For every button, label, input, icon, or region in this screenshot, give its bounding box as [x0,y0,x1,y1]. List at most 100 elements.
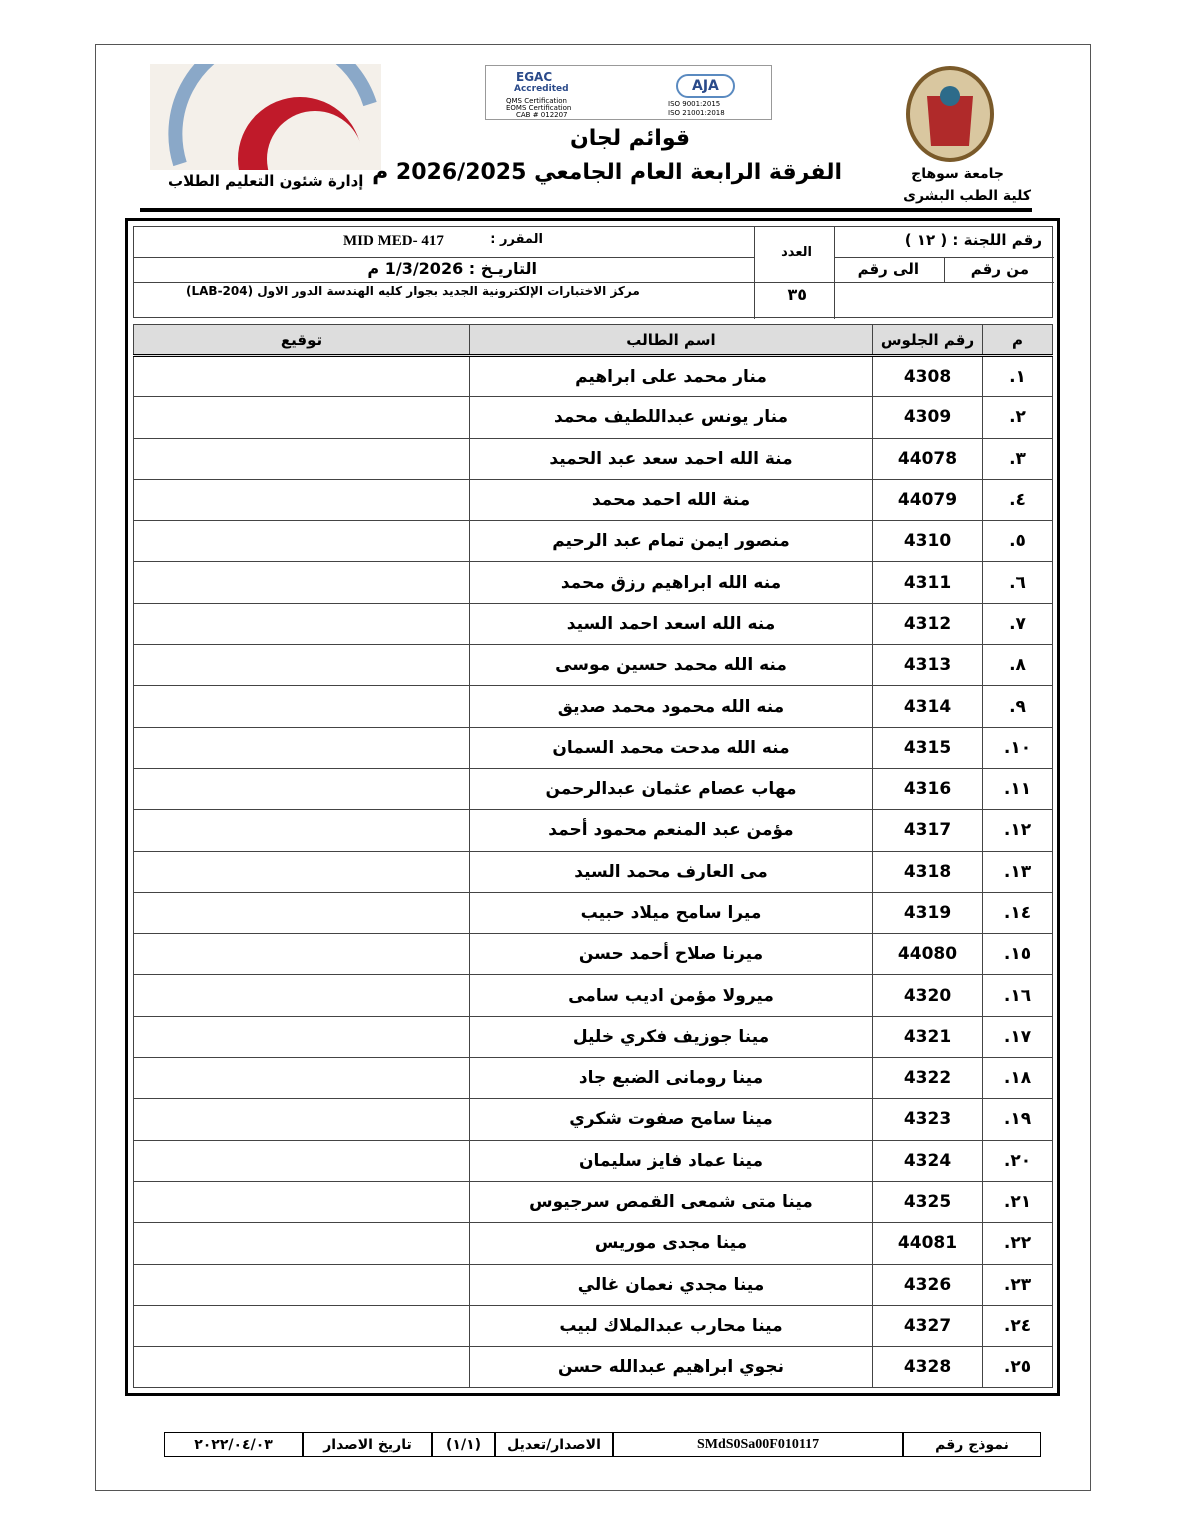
seat-number: 4314 [872,685,983,728]
student-name: منار محمد على ابراهيم [469,354,873,398]
count-label: العدد [781,245,812,260]
course-label: المقرر : [490,232,543,247]
student-row: ٢٢. 44081 مينا مجدى موريس [133,1222,1053,1265]
department-name: إدارة شئون التعليم الطلاب [168,172,364,190]
student-name: منصور ايمن تمام عبد الرحيم [469,520,873,563]
student-name: مينا سامح صفوت شكري [469,1098,873,1141]
signature-cell [133,809,470,852]
row-number: ١٨. [982,1057,1053,1100]
signature-cell [133,1015,470,1059]
form-label: نموذج رقم [903,1432,1041,1457]
header-rule [140,208,1032,212]
certification-logo: EGAC Accredited QMS Certification EOMS C… [485,65,772,120]
seat-number: 4321 [872,1015,983,1059]
student-name: منه الله اسعد احمد السيد [469,602,873,646]
student-row: ١١. 4316 مهاب عصام عثمان عبدالرحمن [133,767,1053,811]
issue-date: ٢٠٢٢/٠٤/٠٣ [164,1432,303,1457]
student-row: ١٣. 4318 مى العارف محمد السيد [133,850,1053,893]
row-number: ٢٤. [982,1304,1053,1348]
student-row: ٢. 4309 منار يونس عبداللطيف محمد [133,396,1053,439]
row-number: ٦. [982,561,1053,604]
seat-number: 4325 [872,1180,983,1224]
student-row: ٩. 4314 منه الله محمود محمد صديق [133,685,1053,728]
cert-text: EGAC [516,70,553,84]
seat-number: 4327 [872,1304,983,1348]
signature-cell [133,437,470,480]
signature-cell [133,726,470,769]
signature-cell [133,602,470,646]
row-number: ١٥. [982,933,1053,976]
seat-number: 4318 [872,850,983,893]
from-label: من رقم [970,260,1029,278]
row-number: ١. [982,354,1053,398]
cert-text: ISO 9001:2015 [668,100,721,108]
student-name: منه الله محمود محمد صديق [469,685,873,728]
committee-number: رقم اللجنة : ( ١٢ ) [904,231,1042,249]
signature-cell [133,933,470,976]
signature-cell [133,396,470,439]
row-number: ٢٠. [982,1139,1053,1182]
signature-cell [133,1057,470,1100]
row-number: ١٧. [982,1015,1053,1059]
student-row: ٢٣. 4326 مينا مجدي نعمان غالي [133,1263,1053,1306]
signature-cell [133,478,470,522]
row-number: ١٦. [982,974,1053,1017]
university-logo [906,66,994,162]
signature-cell [133,520,470,563]
student-name: ميرولا مؤمن اديب سامى [469,974,873,1017]
version: (١/١) [432,1432,495,1457]
student-name: مؤمن عبد المنعم محمود أحمد [469,809,873,852]
signature-cell [133,1304,470,1348]
row-number: ٩. [982,685,1053,728]
signature-cell [133,1222,470,1265]
column-header: رقم الجلوس [872,324,983,357]
faculty-name: كلية الطب البشرى [903,188,1031,204]
row-number: ٢. [982,396,1053,439]
info-box [133,226,1054,319]
row-number: ١٤. [982,891,1053,935]
student-name: منار يونس عبداللطيف محمد [469,396,873,439]
student-name: مينا مجدي نعمان غالي [469,1263,873,1306]
row-number: ١٣. [982,850,1053,893]
seat-number: 4317 [872,809,983,852]
signature-cell [133,974,470,1017]
student-name: مينا عماد فايز سليمان [469,1139,873,1182]
student-name: مينا متى شمعى القمص سرجيوس [469,1180,873,1224]
seat-number: 4326 [872,1263,983,1306]
signature-cell [133,767,470,811]
student-row: ١٠. 4315 منه الله مدحت محمد السمان [133,726,1053,769]
seat-number: 4323 [872,1098,983,1141]
seat-number: 4316 [872,767,983,811]
student-row: ١٤. 4319 ميرا سامح ميلاد حبيب [133,891,1053,935]
row-number: ١١. [982,767,1053,811]
student-row: ٢٥. 4328 نجوي ابراهيم عبدالله حسن [133,1346,1053,1389]
to-label: الى رقم [857,260,919,278]
seat-number: 4324 [872,1139,983,1182]
seat-number: 4313 [872,644,983,687]
cert-text: Accredited [514,84,569,94]
student-row: ١٦. 4320 ميرولا مؤمن اديب سامى [133,974,1053,1017]
signature-cell [133,644,470,687]
student-table: م رقم الجلوس اسم الطالب توقيع ١. 4308 منار… [133,324,1053,1389]
row-number: ٨. [982,644,1053,687]
row-number: ٥. [982,520,1053,563]
exam-date: التاريـخ : 1/3/2026 م [367,259,537,278]
student-row: ١. 4308 منار محمد على ابراهيم [133,354,1053,398]
course-code: MID MED- 417 [343,233,444,249]
student-name: مى العارف محمد السيد [469,850,873,893]
document-subtitle: الفرقة الرابعة العام الجامعي 2026/2025 م [372,160,842,185]
student-row: ١٥. 44080 ميرنا صلاح أحمد حسن [133,933,1053,976]
signature-cell [133,1263,470,1306]
student-row: ٧. 4312 منه الله اسعد احمد السيد [133,602,1053,646]
faculty-logo [150,64,381,170]
student-row: ١٩. 4323 مينا سامح صفوت شكري [133,1098,1053,1141]
signature-cell [133,354,470,398]
cert-text: AJA [676,74,735,98]
version-label: الاصدار/تعديل [495,1432,613,1457]
seat-number: 4309 [872,396,983,439]
student-name: منة الله احمد سعد عبد الحميد [469,437,873,480]
column-header: اسم الطالب [469,324,873,357]
row-number: ٢٥. [982,1346,1053,1389]
seat-number: 4320 [872,974,983,1017]
